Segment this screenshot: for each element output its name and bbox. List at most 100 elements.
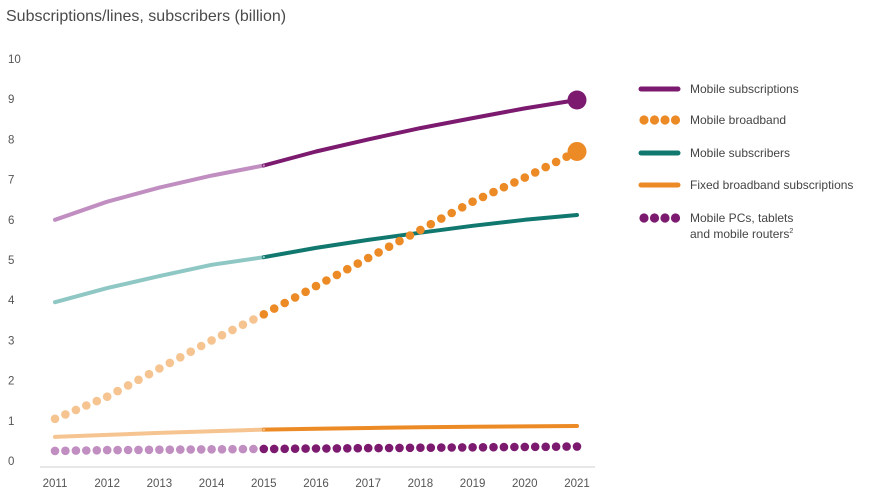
series-line-history: [53, 255, 266, 305]
series-dot: [207, 336, 216, 345]
data-point: [471, 425, 474, 429]
series-dot: [468, 443, 477, 452]
series-dot: [457, 203, 467, 212]
series-dot: [489, 442, 498, 452]
series-dot: [468, 197, 477, 206]
data-point: [471, 116, 474, 120]
series-dot: [176, 445, 185, 454]
y-tick-label: 5: [8, 255, 14, 267]
end-marker: [567, 141, 587, 161]
data-point: [106, 286, 109, 290]
series-dot: [384, 242, 394, 251]
series-line-forecast: [261, 213, 579, 260]
series-dot: [102, 392, 112, 402]
chart-title: Subscriptions/lines, subscribers (billio…: [6, 8, 287, 25]
data-point: [471, 224, 474, 228]
x-tick-label: 2021: [564, 478, 590, 488]
y-tick-label: 4: [8, 295, 15, 307]
series-dot: [551, 157, 561, 167]
series-dot: [290, 293, 300, 302]
series-fixed-broadband-subscriptions: [53, 424, 579, 439]
data-point: [262, 428, 265, 431]
legend-label: Mobile subscribers: [690, 146, 790, 160]
data-point: [314, 150, 318, 153]
series-dot: [301, 287, 310, 297]
series-dot: [363, 253, 373, 263]
series-dot: [478, 443, 488, 452]
series-mobile-subscriptions: [53, 90, 587, 222]
data-point: [210, 263, 213, 267]
series-mobile-pcs-tablets-and-mobile-routers: [50, 442, 582, 456]
series-dot: [50, 414, 60, 424]
legend-swatch-dot: [649, 115, 660, 125]
series-dot: [301, 444, 310, 453]
legend-swatch-dot: [639, 213, 649, 223]
series-dot: [113, 386, 122, 396]
series-dot: [144, 369, 154, 379]
legend-swatch-dot: [639, 115, 649, 125]
legend-swatch-dot: [670, 213, 681, 223]
series-dot: [228, 444, 237, 454]
x-tick-label: 2013: [147, 478, 173, 488]
series-dot: [332, 270, 342, 280]
series-dot: [416, 443, 425, 453]
data-point: [106, 200, 109, 203]
legend-swatch-dot: [660, 213, 670, 223]
legend-swatch-dot: [649, 213, 660, 223]
series-dot: [363, 443, 373, 453]
data-point: [314, 427, 318, 431]
end-marker: [567, 90, 587, 110]
data-point: [262, 255, 265, 259]
series-dot: [311, 444, 321, 453]
legend-item: Mobile PCs, tablets and mobile routers2: [639, 211, 793, 241]
data-point: [572, 442, 582, 451]
series-dot: [102, 445, 112, 455]
series-dot: [50, 446, 60, 456]
series-dot: [562, 442, 571, 451]
y-tick-label: 10: [8, 54, 21, 66]
series-dot: [499, 182, 509, 192]
series-dot: [322, 276, 331, 285]
series-dot: [405, 443, 415, 453]
x-tick-label: 2015: [251, 478, 277, 488]
data-point: [419, 126, 422, 130]
data-point: [158, 186, 161, 189]
series-dot: [196, 445, 206, 454]
series-dot: [186, 445, 195, 454]
series-dot: [92, 446, 102, 455]
data-point: [367, 238, 370, 242]
series-dot: [165, 445, 175, 455]
series-dot: [123, 445, 133, 455]
series-dot: [155, 364, 164, 373]
series-dot: [551, 442, 561, 452]
legend-item: Mobile subscriptions: [638, 82, 799, 96]
legend-item: Fixed broadband subscriptions: [638, 178, 853, 192]
y-tick-label: 8: [8, 134, 14, 146]
y-tick-label: 2: [8, 376, 14, 388]
y-tick-label: 9: [8, 94, 14, 106]
series-dot: [395, 236, 404, 246]
series-dot: [437, 214, 446, 223]
data-point: [575, 213, 579, 217]
legend-label: Mobile subscriptions: [690, 82, 799, 96]
series-dot: [61, 410, 70, 419]
legend-label: and mobile routers2: [690, 227, 793, 241]
series-dot: [92, 396, 102, 406]
series-dot: [426, 219, 436, 229]
data-point: [367, 426, 370, 430]
series-dot: [520, 173, 530, 182]
series-dot: [416, 225, 425, 235]
series-dot: [238, 320, 248, 330]
data-point: [158, 274, 161, 278]
series-dot: [61, 446, 70, 456]
series-dot: [144, 445, 154, 455]
x-axis: 2011 2012 2013 2014 2015 2016 2017 2018 2019 2020…: [40, 466, 595, 488]
series-dot: [499, 442, 509, 452]
series-dot: [228, 325, 237, 335]
y-tick-label: 6: [8, 215, 14, 227]
series-dot: [311, 281, 321, 291]
data-point: [523, 425, 526, 428]
legend-superscript: 2: [789, 228, 793, 235]
plot-area: [50, 90, 587, 456]
